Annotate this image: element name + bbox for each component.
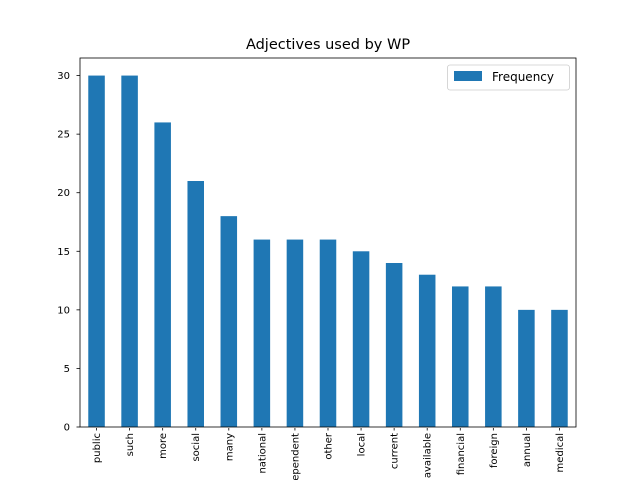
x-tick-label-such: such	[125, 433, 136, 456]
x-tick-label-local: local	[357, 433, 368, 456]
bar-independent	[286, 239, 304, 427]
x-tick-label-independent: independent	[290, 433, 301, 480]
axes-frame	[79, 57, 577, 428]
plot-area	[88, 75, 568, 428]
bar-public	[88, 75, 105, 427]
y-tick-label: 5	[64, 364, 70, 375]
bar-available	[418, 274, 436, 427]
x-tick-label-other: other	[324, 432, 335, 460]
x-tick-label-financial: financial	[456, 433, 467, 475]
x-tick-label-current: current	[390, 433, 401, 469]
x-tick-label-national: national	[257, 433, 268, 474]
x-tick-label-medical: medical	[555, 433, 566, 472]
x-tick-label-more: more	[158, 433, 169, 459]
legend: Frequency	[447, 64, 570, 91]
bar-such	[121, 75, 138, 427]
y-axis: 0 5 10 15 20 25 30	[57, 71, 80, 434]
y-tick-label: 15	[57, 247, 70, 258]
x-tick-label-annual: annual	[522, 433, 533, 467]
bar-many	[220, 216, 238, 427]
bar-more	[154, 122, 171, 428]
y-tick-label: 10	[57, 305, 70, 316]
bar-current	[385, 263, 403, 427]
chart-title: Adjectives used by WP	[246, 37, 410, 53]
x-tick-label-social: social	[191, 433, 202, 462]
y-tick-label: 25	[57, 130, 70, 141]
bar-annual	[518, 309, 535, 427]
legend-label: Frequency	[492, 70, 554, 84]
x-axis: public such more social many national independ…	[92, 428, 566, 480]
bar-other	[319, 239, 337, 427]
bar-financial	[452, 286, 469, 427]
legend-swatch	[454, 71, 482, 81]
bar-foreign	[485, 286, 502, 427]
x-tick-label-foreign: foreign	[489, 433, 500, 468]
y-tick-label: 0	[64, 423, 70, 434]
x-tick-label-many: many	[224, 433, 235, 461]
bar-local	[352, 251, 370, 427]
bar-social	[187, 181, 204, 427]
x-tick-label-public: public	[92, 433, 103, 463]
bar-medical	[551, 309, 568, 427]
y-tick-label: 30	[57, 71, 70, 82]
bar-national	[253, 239, 271, 427]
y-tick-label: 20	[57, 188, 70, 199]
x-tick-label-available: available	[423, 433, 434, 478]
